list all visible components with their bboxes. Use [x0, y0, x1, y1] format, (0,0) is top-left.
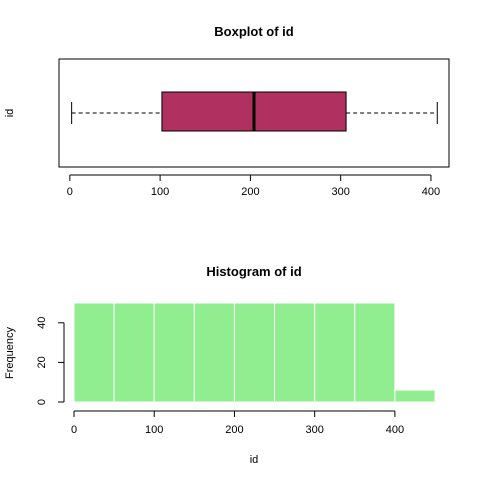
histogram-x-tick-label: 0 — [71, 424, 77, 436]
histogram-y-tick-label: 20 — [36, 356, 48, 368]
histogram-bar — [354, 302, 396, 403]
histogram-title: Histogram of id — [206, 264, 301, 279]
histogram-bar — [153, 302, 195, 403]
boxplot-x-tick-label: 400 — [422, 186, 440, 198]
histogram-x-tick-label: 200 — [225, 424, 243, 436]
histogram-bar — [233, 302, 276, 403]
histogram-bar — [274, 302, 316, 403]
histogram-y-axis: 0 20 40 — [36, 317, 65, 405]
histogram-bars — [73, 302, 436, 403]
histogram-x-axis: 0 100 200 300 400 — [71, 410, 404, 436]
histogram-bar — [113, 302, 155, 403]
histogram-y-tick-label: 0 — [36, 399, 48, 405]
boxplot-x-tick-label: 200 — [241, 186, 259, 198]
boxplot-x-tick-label: 300 — [331, 186, 349, 198]
boxplot-marks — [71, 91, 438, 132]
boxplot-frame — [58, 58, 450, 168]
boxplot-x-tick-label: 0 — [67, 186, 73, 198]
boxplot-panel: Boxplot of id id 0 100 200 300 400 — [4, 24, 450, 198]
histogram-panel: Histogram of id Frequency id 0 100 200 300 4… — [4, 264, 436, 466]
histogram-x-tick-label: 300 — [305, 424, 323, 436]
histogram-x-tick-label: 400 — [386, 424, 404, 436]
boxplot-x-tick-label: 100 — [151, 186, 169, 198]
boxplot-x-axis: 0 100 200 300 400 — [67, 174, 440, 198]
boxplot-y-label: id — [4, 109, 16, 118]
histogram-y-tick-label: 40 — [36, 317, 48, 329]
boxplot-title: Boxplot of id — [214, 24, 293, 39]
histogram-bar — [314, 302, 356, 403]
histogram-bar — [394, 389, 436, 403]
histogram-bar — [73, 302, 115, 403]
histogram-x-label: id — [250, 454, 259, 466]
histogram-x-tick-label: 100 — [145, 424, 163, 436]
histogram-y-label: Frequency — [4, 327, 16, 379]
histogram-bar — [193, 302, 235, 403]
